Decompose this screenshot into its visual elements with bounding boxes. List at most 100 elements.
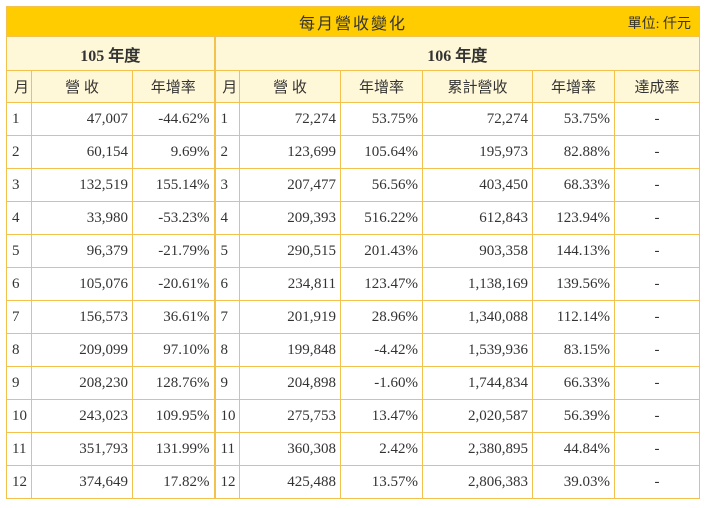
cell-month-a: 2 [6, 135, 32, 169]
cell-achievement-rate: - [613, 168, 701, 202]
cell-achievement-rate: - [613, 201, 701, 235]
cell-achievement-rate: - [613, 102, 701, 136]
col-header-revenue-b: 營 收 [239, 70, 341, 103]
column-header-row: 月 營 收 年增率 月 營 收 年增率 累計營收 年增率 達成率 [6, 70, 701, 103]
cell-cumulative-revenue: 72,274 [422, 102, 533, 136]
cell-yoy-a: 97.10% [132, 333, 215, 367]
cell-achievement-rate: - [613, 135, 701, 169]
cell-cumulative-revenue: 2,020,587 [422, 399, 533, 433]
cell-revenue-b: 275,753 [239, 399, 341, 433]
cell-month-a: 5 [6, 234, 32, 268]
cell-month-b: 6 [213, 267, 240, 301]
table-row: 1 47,007 -44.62% 1 72,274 53.75% 72,274 53.75% - [6, 102, 701, 136]
table-row: 6 105,076 -20.61% 6 234,811 123.47% 1,138,169 1… [6, 267, 701, 301]
cell-revenue-b: 209,393 [239, 201, 341, 235]
cell-month-a: 10 [6, 399, 32, 433]
cell-cumulative-revenue: 903,358 [422, 234, 533, 268]
year-b-header: 106 年度 [213, 36, 701, 71]
cell-revenue-b: 201,919 [239, 300, 341, 334]
year-a-header: 105 年度 [6, 36, 215, 71]
cell-yoy-b: 13.57% [340, 465, 423, 499]
cell-yoy-b: 516.22% [340, 201, 423, 235]
cell-achievement-rate: - [613, 399, 701, 433]
col-header-month-b: 月 [213, 70, 240, 103]
cell-revenue-b: 234,811 [239, 267, 341, 301]
cell-month-a: 1 [6, 102, 32, 136]
cell-revenue-b: 204,898 [239, 366, 341, 400]
table-row: 10 243,023 109.95% 10 275,753 13.47% 2,020,587… [6, 399, 701, 433]
cell-achievement-rate: - [613, 234, 701, 268]
cell-revenue-a: 209,099 [31, 333, 133, 367]
cell-revenue-a: 374,649 [31, 465, 133, 499]
cell-month-a: 12 [6, 465, 32, 499]
table-row: 7 156,573 36.61% 7 201,919 28.96% 1,340,088 112… [6, 300, 701, 334]
col-header-cumulative-yoy: 年增率 [532, 70, 615, 103]
cell-cumulative-revenue: 1,539,936 [422, 333, 533, 367]
cell-achievement-rate: - [613, 267, 701, 301]
cell-cumulative-yoy: 123.94% [532, 201, 615, 235]
revenue-table-container: 每月營收變化 單位: 仟元 105 年度 106 年度 月 營 收 年增率 月 … [5, 6, 701, 499]
cell-month-a: 3 [6, 168, 32, 202]
cell-revenue-b: 207,477 [239, 168, 341, 202]
cell-achievement-rate: - [613, 366, 701, 400]
table-row: 12 374,649 17.82% 12 425,488 13.57% 2,806,383 3… [6, 465, 701, 499]
cell-achievement-rate: - [613, 432, 701, 466]
cell-cumulative-yoy: 68.33% [532, 168, 615, 202]
table-row: 8 209,099 97.10% 8 199,848 -4.42% 1,539,936 83.… [6, 333, 701, 367]
cell-revenue-a: 208,230 [31, 366, 133, 400]
cell-revenue-a: 243,023 [31, 399, 133, 433]
title-cell: 每月營收變化 單位: 仟元 [5, 6, 701, 37]
cell-month-a: 7 [6, 300, 32, 334]
cell-yoy-a: 36.61% [132, 300, 215, 334]
table-row: 9 208,230 128.76% 9 204,898 -1.60% 1,744,834 66… [6, 366, 701, 400]
cell-cumulative-yoy: 66.33% [532, 366, 615, 400]
col-header-yoy-a: 年增率 [132, 70, 215, 103]
unit-label: 單位: 仟元 [627, 17, 692, 32]
cell-month-b: 7 [213, 300, 240, 334]
cell-yoy-b: 56.56% [340, 168, 423, 202]
col-header-yoy-b: 年增率 [340, 70, 423, 103]
cell-month-a: 11 [6, 432, 32, 466]
cell-revenue-a: 47,007 [31, 102, 133, 136]
cell-cumulative-yoy: 112.14% [532, 300, 615, 334]
cell-revenue-b: 360,308 [239, 432, 341, 466]
cell-yoy-b: 28.96% [340, 300, 423, 334]
cell-cumulative-revenue: 1,744,834 [422, 366, 533, 400]
cell-yoy-a: 109.95% [132, 399, 215, 433]
col-header-month-a: 月 [6, 70, 32, 103]
table-row: 5 96,379 -21.79% 5 290,515 201.43% 903,358 144.… [6, 234, 701, 268]
cell-yoy-b: 105.64% [340, 135, 423, 169]
cell-month-b: 11 [213, 432, 240, 466]
cell-month-a: 9 [6, 366, 32, 400]
cell-yoy-b: 13.47% [340, 399, 423, 433]
cell-cumulative-revenue: 612,843 [422, 201, 533, 235]
cell-month-b: 1 [213, 102, 240, 136]
cell-yoy-a: 131.99% [132, 432, 215, 466]
cell-cumulative-revenue: 195,973 [422, 135, 533, 169]
cell-yoy-b: -1.60% [340, 366, 423, 400]
cell-cumulative-revenue: 403,450 [422, 168, 533, 202]
cell-yoy-a: 17.82% [132, 465, 215, 499]
cell-month-b: 2 [213, 135, 240, 169]
cell-month-a: 8 [6, 333, 32, 367]
cell-revenue-a: 156,573 [31, 300, 133, 334]
cell-revenue-a: 60,154 [31, 135, 133, 169]
cell-month-a: 4 [6, 201, 32, 235]
cell-cumulative-revenue: 2,806,383 [422, 465, 533, 499]
col-header-achievement-rate: 達成率 [613, 70, 701, 103]
cell-yoy-b: 201.43% [340, 234, 423, 268]
cell-yoy-a: -53.23% [132, 201, 215, 235]
title-row: 每月營收變化 單位: 仟元 [5, 6, 701, 37]
table-title: 每月營收變化 [299, 15, 408, 33]
cell-revenue-b: 72,274 [239, 102, 341, 136]
cell-revenue-b: 123,699 [239, 135, 341, 169]
cell-yoy-a: 9.69% [132, 135, 215, 169]
cell-yoy-a: -20.61% [132, 267, 215, 301]
cell-cumulative-yoy: 144.13% [532, 234, 615, 268]
cell-cumulative-revenue: 2,380,895 [422, 432, 533, 466]
cell-cumulative-yoy: 139.56% [532, 267, 615, 301]
cell-yoy-b: 123.47% [340, 267, 423, 301]
cell-revenue-a: 132,519 [31, 168, 133, 202]
cell-cumulative-revenue: 1,340,088 [422, 300, 533, 334]
cell-revenue-a: 105,076 [31, 267, 133, 301]
